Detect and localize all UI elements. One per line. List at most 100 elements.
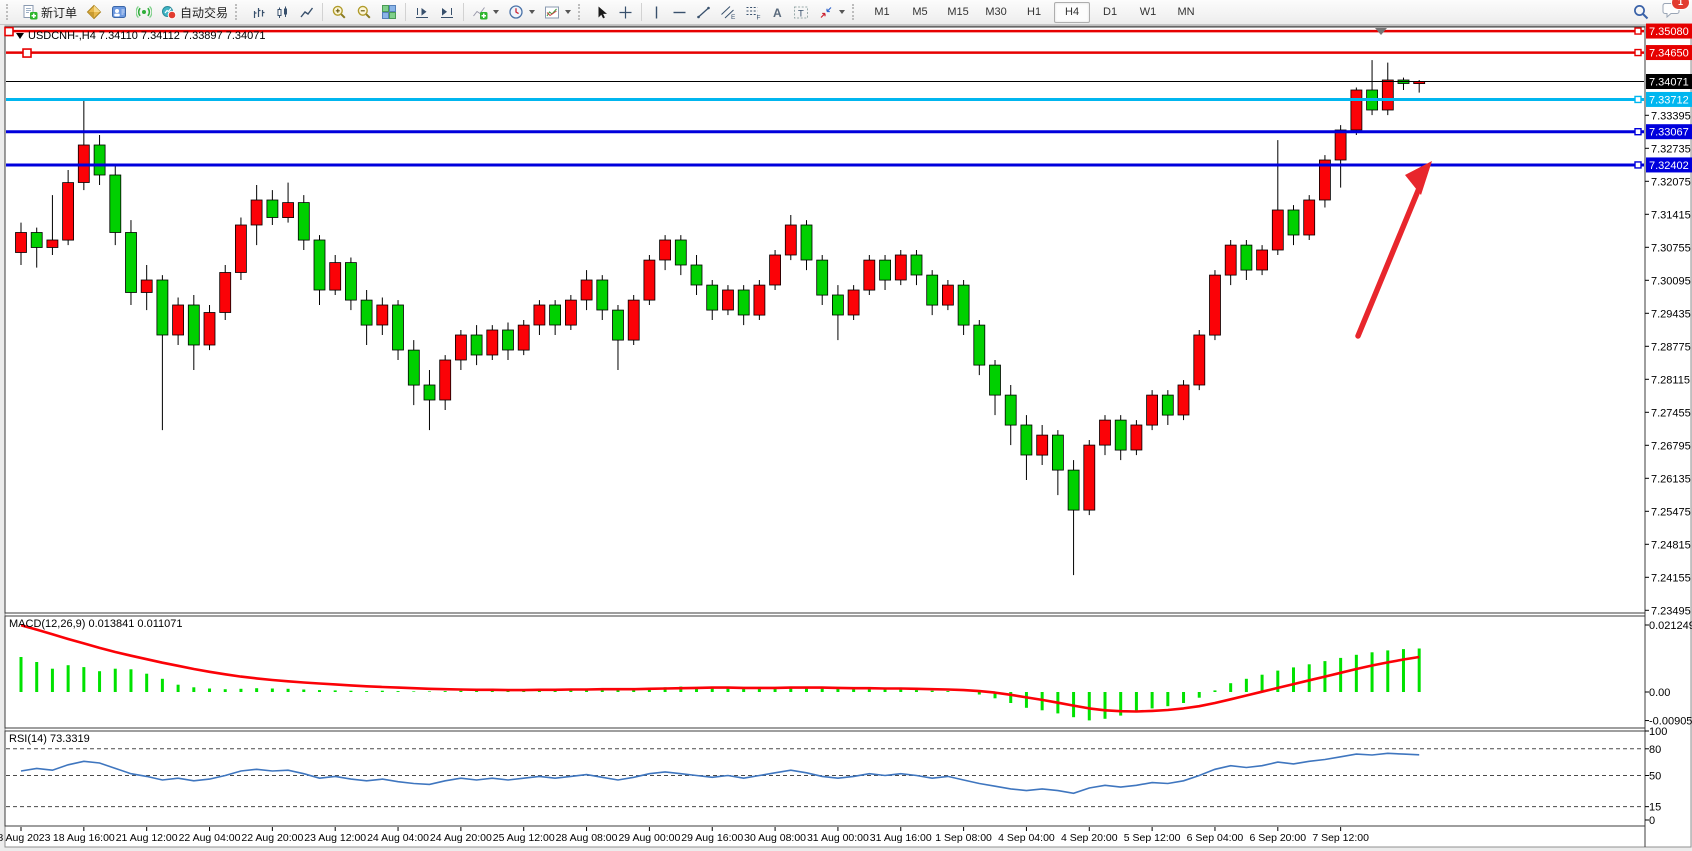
price-tick-label: 7.25475 bbox=[1651, 506, 1691, 518]
trendline-icon bbox=[697, 6, 710, 18]
gold-cube-icon bbox=[86, 4, 102, 20]
notification-badge: 1 bbox=[1671, 0, 1690, 10]
candle-body bbox=[407, 349, 420, 386]
candle-body bbox=[973, 324, 986, 366]
tile-windows-button[interactable] bbox=[377, 2, 401, 23]
auto-trading-button[interactable]: 自动交易 bbox=[157, 2, 232, 23]
candle-body bbox=[549, 304, 561, 326]
text-icon: A bbox=[773, 6, 782, 20]
timeframe-H4[interactable]: H4 bbox=[1054, 1, 1091, 23]
candle-body bbox=[533, 304, 546, 326]
candle-body bbox=[879, 259, 891, 281]
candlestick-chart-button[interactable] bbox=[271, 2, 294, 23]
line-price-label bbox=[1646, 157, 1692, 173]
candle-body bbox=[486, 329, 499, 356]
crosshair-icon bbox=[619, 6, 632, 18]
auto-trading-label: 自动交易 bbox=[180, 5, 229, 20]
vertical-line-button[interactable] bbox=[646, 2, 667, 23]
candle-body bbox=[297, 202, 310, 241]
candle-body bbox=[517, 324, 530, 351]
rsi-plot bbox=[6, 748, 1644, 808]
line-anchor[interactable] bbox=[1634, 95, 1642, 104]
line-anchor[interactable] bbox=[22, 48, 32, 58]
timeframe-W1[interactable]: W1 bbox=[1139, 6, 1157, 18]
text-button[interactable]: A bbox=[766, 2, 788, 23]
candle-body bbox=[1004, 394, 1017, 426]
search-icon bbox=[1634, 5, 1649, 20]
arrow-shaft[interactable] bbox=[1355, 183, 1423, 339]
signals-button[interactable] bbox=[132, 2, 156, 23]
bar-chart-button[interactable] bbox=[247, 2, 270, 23]
timeframe-D1[interactable]: D1 bbox=[1103, 6, 1118, 18]
line-chart-button[interactable] bbox=[295, 2, 318, 23]
cursor-button[interactable] bbox=[590, 2, 613, 23]
line-price-label bbox=[1646, 23, 1692, 39]
line-anchor[interactable] bbox=[1634, 27, 1642, 35]
fibonacci-button[interactable]: F bbox=[741, 2, 765, 23]
zoom-out-button[interactable] bbox=[352, 2, 376, 23]
channel-button[interactable]: E bbox=[716, 2, 740, 23]
profile-button[interactable] bbox=[107, 2, 131, 23]
toolbar-grip[interactable] bbox=[235, 4, 242, 20]
trendline-button[interactable] bbox=[692, 2, 715, 23]
price-axis: 7.33395 7.32735 7.32075 7.31415 7.30755 7.300… bbox=[1645, 110, 1692, 827]
svg-text:F: F bbox=[757, 15, 761, 21]
line-anchor[interactable] bbox=[4, 26, 14, 37]
periods-button[interactable] bbox=[504, 2, 539, 23]
time-tick-label: 28 Aug 08:00 bbox=[556, 832, 618, 844]
search-button[interactable] bbox=[1628, 2, 1654, 23]
arrow-annotation[interactable] bbox=[1355, 161, 1432, 339]
rsi-tick-label: 15 bbox=[1649, 802, 1661, 814]
line-price-label-text: 7.32402 bbox=[1649, 160, 1689, 172]
toolbar-grip[interactable] bbox=[6, 4, 13, 20]
auto-scroll-button[interactable] bbox=[410, 2, 434, 23]
crosshair-button[interactable] bbox=[614, 2, 637, 23]
candle-body bbox=[894, 254, 907, 281]
candle-body bbox=[470, 334, 483, 356]
arrow-head-icon[interactable] bbox=[1405, 161, 1432, 195]
candle-body bbox=[93, 144, 106, 176]
timeframe-MN[interactable]: MN bbox=[1177, 6, 1195, 18]
wallet-button[interactable] bbox=[82, 2, 106, 23]
toolbar-separator bbox=[322, 3, 324, 21]
timeframe-M30[interactable]: M30 bbox=[985, 6, 1007, 18]
timeframe-M5[interactable]: M5 bbox=[912, 6, 928, 18]
horizontal-line-button[interactable] bbox=[668, 2, 691, 23]
candle-body bbox=[863, 259, 876, 291]
time-tick-label: 22 Aug 04:00 bbox=[179, 832, 241, 844]
dropdown-caret-icon bbox=[529, 10, 536, 14]
timeframe-H1[interactable]: H1 bbox=[1027, 6, 1042, 18]
line-anchor[interactable] bbox=[1634, 161, 1642, 169]
text-label-button[interactable]: T bbox=[789, 2, 813, 23]
indicators-button[interactable] bbox=[468, 2, 503, 23]
templates-button[interactable] bbox=[540, 2, 575, 23]
auto-scroll-icon bbox=[416, 7, 429, 18]
time-tick-label: 6 Sep 04:00 bbox=[1187, 832, 1244, 844]
timeframe-M15[interactable]: M15 bbox=[947, 6, 969, 18]
toolbar-grip[interactable] bbox=[852, 4, 859, 20]
notifications-button[interactable]: 1 bbox=[1662, 0, 1690, 24]
macd-panel bbox=[4, 615, 1646, 729]
rsi-tick-label: 0 bbox=[1649, 815, 1655, 827]
line-price-label-text: 7.34650 bbox=[1649, 48, 1689, 60]
candle-body bbox=[722, 289, 734, 311]
toolbar-grip[interactable] bbox=[578, 4, 585, 20]
candle-body bbox=[172, 304, 185, 336]
candle-body bbox=[454, 334, 467, 361]
line-anchor[interactable] bbox=[1634, 127, 1642, 136]
new-order-button[interactable]: 新订单 bbox=[18, 2, 81, 23]
candle-body bbox=[125, 232, 137, 293]
chart-title-text: USDCNH-,H4 7.34110 7.34112 7.33897 7.340… bbox=[28, 30, 266, 42]
chart-shift-button[interactable] bbox=[435, 2, 459, 23]
timeframe-M1[interactable]: M1 bbox=[874, 6, 890, 18]
macd-tick-label: -0.009058 bbox=[1649, 716, 1692, 728]
candle-body bbox=[392, 304, 404, 351]
chart-shift-marker[interactable] bbox=[1375, 28, 1387, 35]
candle-body bbox=[596, 279, 609, 311]
line-anchor[interactable] bbox=[1634, 48, 1642, 57]
arrows-button[interactable] bbox=[814, 2, 849, 23]
dropdown-caret-icon bbox=[565, 10, 572, 14]
toolbar-right-group: 1 bbox=[1628, 0, 1690, 24]
zoom-in-button[interactable] bbox=[327, 2, 351, 23]
